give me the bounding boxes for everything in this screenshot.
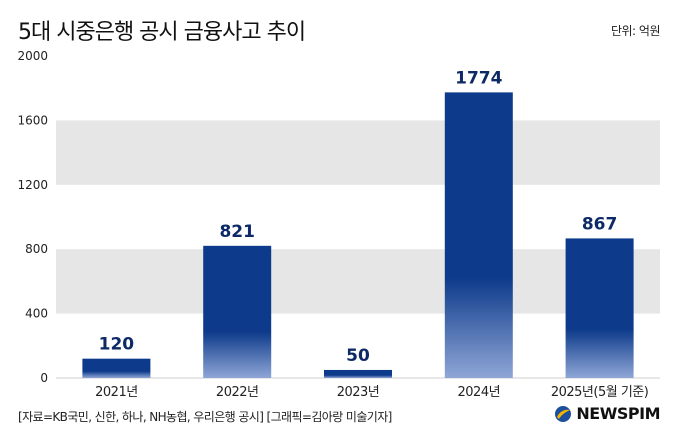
bar	[565, 238, 634, 378]
bar	[324, 369, 392, 378]
x-axis-labels: 2021년 2022년 2023년 2024년 2025년(5월 기준)	[95, 385, 649, 400]
y-tick-label: 0	[40, 371, 48, 385]
data-label: 1774	[455, 68, 502, 88]
bar	[82, 358, 151, 378]
chart-title: 5대 시중은행 공시 금융사고 추이	[18, 20, 306, 45]
data-label: 821	[219, 222, 255, 242]
data-label: 867	[582, 214, 618, 234]
x-category-label: 2025년(5월 기준)	[551, 385, 648, 400]
data-label: 50	[346, 346, 370, 366]
bars	[82, 92, 634, 379]
y-tick-label: 800	[25, 242, 48, 256]
x-category-label: 2021년	[95, 385, 138, 400]
bar	[203, 245, 272, 378]
y-tick-label: 1600	[17, 113, 48, 127]
y-tick-label: 400	[25, 307, 48, 321]
x-category-label: 2024년	[458, 385, 501, 400]
data-labels: 120 821 50 1774 867	[99, 68, 618, 366]
grid-band	[56, 249, 660, 314]
data-label: 120	[99, 335, 135, 355]
y-axis-ticks: 0 400 800 1200 1600 2000	[17, 49, 48, 385]
unit-label: 단위: 억원	[610, 24, 661, 38]
logo-text: NEWSPIM	[576, 404, 660, 423]
newspim-logo: NEWSPIM	[554, 404, 660, 423]
globe-icon	[555, 405, 572, 422]
x-category-label: 2023년	[337, 385, 380, 400]
x-category-label: 2022년	[216, 385, 259, 400]
y-tick-label: 1200	[17, 178, 48, 192]
bar	[444, 92, 513, 379]
source-credit: [자료=KB국민, 신한, 하나, NH농협, 우리은행 공시] [그래픽=김아…	[18, 410, 392, 424]
grid-band	[56, 120, 660, 185]
y-tick-label: 2000	[17, 49, 48, 63]
